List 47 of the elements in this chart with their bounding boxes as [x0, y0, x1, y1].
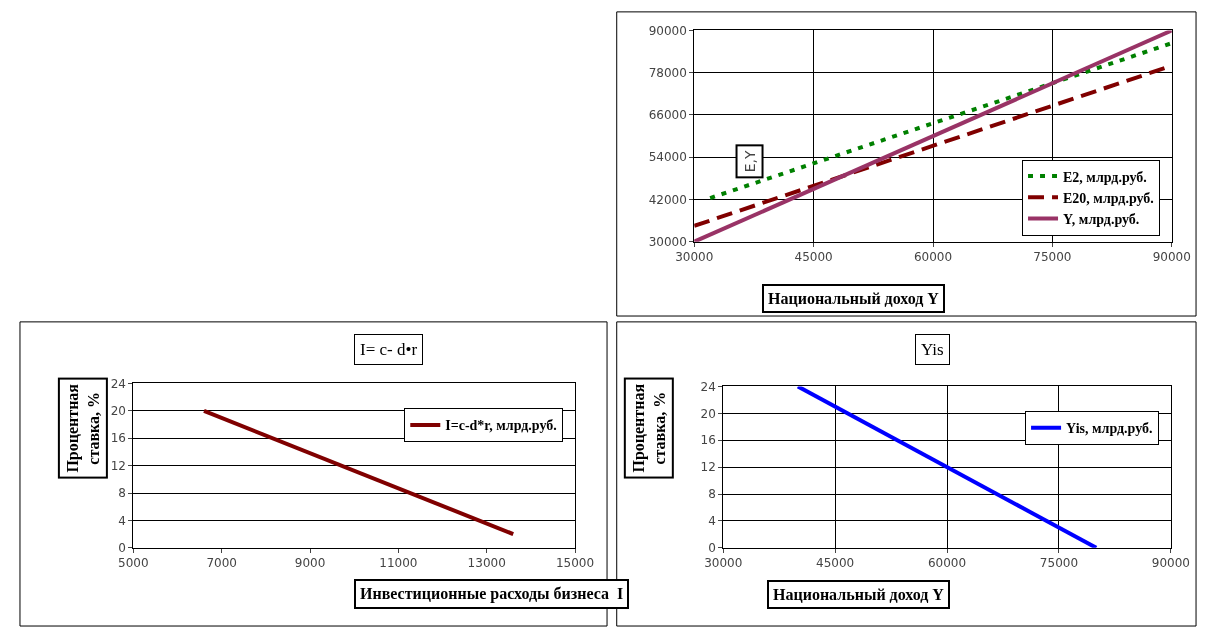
- y-axis-title: E,Y: [741, 150, 758, 173]
- y-tick-label: 12: [700, 460, 716, 475]
- x-axis-title: Инвестиционные расходы бизнеса I: [360, 585, 624, 603]
- x-tick-label: 90000: [1152, 250, 1191, 265]
- x-tick-label: 5000: [118, 556, 149, 571]
- x-tick-label: 7000: [206, 556, 237, 571]
- x-tick-label: 11000: [379, 556, 418, 571]
- y-tick-label: 4: [708, 514, 716, 529]
- y-tick-label: 54000: [648, 150, 687, 165]
- x-tick-label: 75000: [1039, 556, 1079, 571]
- y-tick-label: 90000: [648, 23, 687, 38]
- y-tick-label: 8: [118, 486, 126, 501]
- y-tick-label: 0: [118, 540, 126, 555]
- y-tick-label: 8: [708, 487, 716, 502]
- x-tick-label: 45000: [794, 250, 833, 265]
- y-tick-label: 24: [110, 376, 126, 391]
- y-tick-label: 16: [110, 431, 126, 446]
- y-tick-label: 20: [700, 406, 716, 421]
- legend-label: Yis, млрд.руб.: [1066, 421, 1153, 437]
- x-axis-title: Национальный доход Y: [768, 290, 940, 307]
- y-tick-label: 42000: [648, 192, 687, 207]
- x-tick-label: 60000: [913, 250, 953, 265]
- y-tick-label: 20: [110, 404, 126, 419]
- x-tick-label: 15000: [555, 556, 595, 571]
- x-tick-label: 9000: [294, 556, 326, 571]
- y-tick-label: 78000: [648, 65, 687, 80]
- legend-label: I=c-d*r, млрд.руб.: [445, 418, 557, 434]
- chart-title: Yis: [921, 340, 944, 359]
- legend-label: Y, млрд.руб.: [1063, 211, 1140, 227]
- y-tick-label: 4: [118, 513, 126, 528]
- x-axis-title: Национальный доход Y: [773, 586, 945, 603]
- y-tick-label: 30000: [648, 234, 687, 249]
- legend-label: E2, млрд.руб.: [1063, 169, 1147, 185]
- x-tick-label: 13000: [467, 556, 506, 571]
- y-tick-label: 16: [700, 433, 716, 448]
- y-axis-title: Процентная ставка, %: [629, 383, 668, 473]
- y-axis-title: Процентная ставка, %: [63, 383, 102, 473]
- x-tick-label: 75000: [1033, 250, 1072, 265]
- x-tick-label: 60000: [927, 556, 967, 571]
- y-tick-label: 12: [110, 458, 126, 473]
- y-tick-label: 24: [700, 379, 716, 394]
- chart-title: I= c- d•r: [360, 340, 418, 359]
- legend-label: E20, млрд.руб.: [1063, 190, 1154, 206]
- x-tick-label: 90000: [1151, 556, 1190, 571]
- y-tick-label: 66000: [648, 108, 687, 123]
- x-tick-label: 45000: [816, 556, 855, 571]
- y-tick-label: 0: [708, 540, 716, 555]
